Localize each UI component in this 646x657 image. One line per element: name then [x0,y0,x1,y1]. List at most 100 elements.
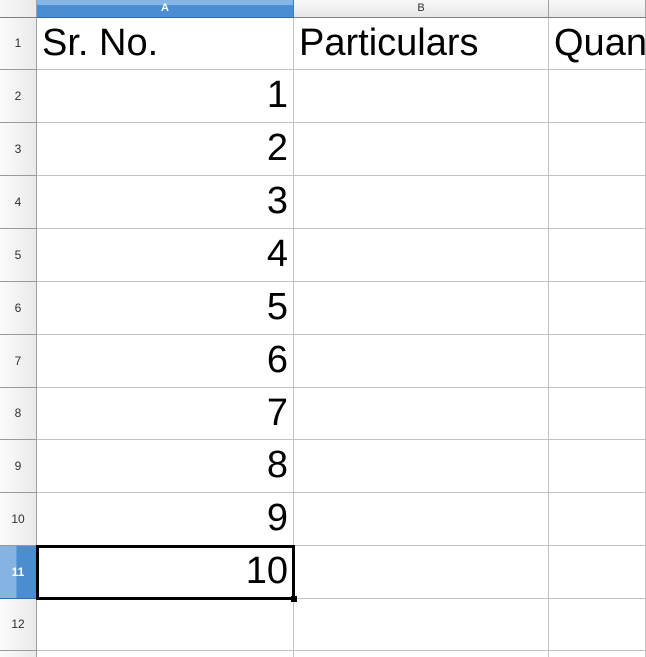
cell-value: 9 [266,497,288,539]
cell-value [549,335,645,387]
row-header-1[interactable]: 1 [0,18,37,70]
cell-value [549,229,645,281]
cell-C7[interactable] [549,335,646,388]
row-header-3[interactable]: 3 [0,123,37,176]
row-header-label: 8 [14,406,22,420]
row-header-5[interactable]: 5 [0,229,37,282]
fill-handle[interactable] [291,596,297,602]
cell-C9[interactable] [549,440,646,493]
cell-C2[interactable] [549,70,646,123]
cell-value: 1 [266,74,288,116]
cell-B3[interactable] [294,123,549,176]
cell-C11[interactable] [549,546,646,599]
cell-A12[interactable] [37,599,294,651]
row-header-label: 11 [11,565,25,579]
row-header-blank[interactable] [0,651,37,657]
cell-value [549,599,645,650]
row-header-10[interactable]: 10 [0,493,37,546]
cell-value: Particulars [299,22,479,64]
cell-value [294,599,548,650]
cell-C6[interactable] [549,282,646,335]
row-header-6[interactable]: 6 [0,282,37,335]
cell-A7[interactable]: 6 [37,335,294,388]
row-header-12[interactable]: 12 [0,599,37,651]
cell-B7[interactable] [294,335,549,388]
cell-value [294,388,548,439]
row-header-label: 12 [11,617,25,631]
cell-B12[interactable] [294,599,549,651]
cell-C1[interactable]: Quan [549,18,646,70]
row-header-8[interactable]: 8 [0,388,37,440]
row-header-label: 5 [14,248,22,262]
cell-C3[interactable] [549,123,646,176]
cell-A8[interactable]: 7 [37,388,294,440]
cell-value: 6 [266,339,288,381]
cell-B9[interactable] [294,440,549,493]
row-header-label: 3 [14,142,22,156]
cell-value: 4 [266,233,288,275]
cell-A11[interactable]: 10 [37,546,294,599]
column-header-a[interactable]: A [37,0,294,18]
cell-value [549,546,645,598]
row-header-label: 4 [14,195,22,209]
cell-B10[interactable] [294,493,549,546]
cell-value: 7 [266,392,288,434]
row-header-label: 2 [14,89,22,103]
cell-value [37,651,293,657]
cell-B6[interactable] [294,282,549,335]
cell-A3[interactable]: 2 [37,123,294,176]
cell-B[interactable] [294,651,549,657]
cell-A2[interactable]: 1 [37,70,294,123]
cell-C12[interactable] [549,599,646,651]
cell-B4[interactable] [294,176,549,229]
cell-value: 3 [266,180,288,222]
cell-A1[interactable]: Sr. No. [37,18,294,70]
row-header-4[interactable]: 4 [0,176,37,229]
cell-B1[interactable]: Particulars [294,18,549,70]
cell-value [294,493,548,545]
cell-A6[interactable]: 5 [37,282,294,335]
select-all-corner-button[interactable] [0,0,37,18]
cell-A4[interactable]: 3 [37,176,294,229]
cell-value: 5 [266,286,288,328]
cell-value [549,70,645,122]
cell-B8[interactable] [294,388,549,440]
column-header-b[interactable]: B [294,0,549,18]
row-header-label: 9 [14,459,22,473]
cell-value: Quan [554,22,646,64]
cell-A5[interactable]: 4 [37,229,294,282]
cell-A10[interactable]: 9 [37,493,294,546]
cell-value [37,599,293,650]
cell-B11[interactable] [294,546,549,599]
column-header-c[interactable] [549,0,646,18]
cell-value [294,651,548,657]
row-header-7[interactable]: 7 [0,335,37,388]
cell-C10[interactable] [549,493,646,546]
cell-value [549,493,645,545]
cell-C[interactable] [549,651,646,657]
row-header-9[interactable]: 9 [0,440,37,493]
cell-A[interactable] [37,651,294,657]
cell-value [294,282,548,334]
cell-value: 2 [266,127,288,169]
row-header-label: 10 [11,512,25,526]
row-header-2[interactable]: 2 [0,70,37,123]
cell-grid[interactable]: Sr. No. Particulars Quan 1 2 3 4 5 6 7 8 9 10 [37,18,646,657]
row-header-label: 1 [14,36,22,50]
row-header-11[interactable]: 11 [0,546,37,599]
cell-value: 8 [266,444,288,486]
cell-A9[interactable]: 8 [37,440,294,493]
cell-C8[interactable] [549,388,646,440]
cell-value [549,388,645,439]
cell-value [549,440,645,492]
cell-C5[interactable] [549,229,646,282]
cell-B5[interactable] [294,229,549,282]
cell-value [549,282,645,334]
cell-value: Sr. No. [42,22,159,64]
cell-B2[interactable] [294,70,549,123]
cell-value [294,70,548,122]
cell-C4[interactable] [549,176,646,229]
column-header-label: A [161,2,169,14]
